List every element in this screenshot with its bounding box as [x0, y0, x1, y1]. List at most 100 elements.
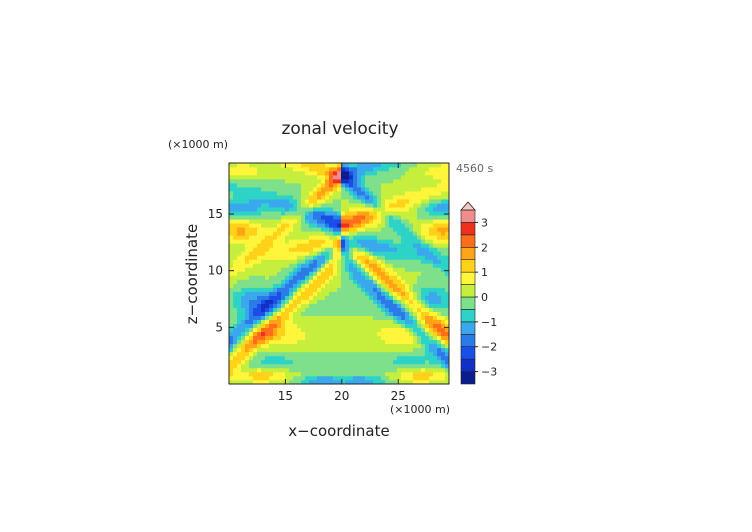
- heatmap-cell: [421, 163, 426, 168]
- heatmap-cell: [297, 271, 302, 276]
- heatmap-cell: [397, 343, 402, 349]
- heatmap-cell: [417, 363, 422, 369]
- heatmap-cell: [409, 327, 414, 333]
- heatmap-cell: [229, 195, 234, 200]
- heatmap-cell: [365, 379, 370, 385]
- heatmap-cell: [241, 287, 246, 292]
- heatmap-cell: [253, 343, 258, 349]
- heatmap-cell: [297, 323, 302, 329]
- heatmap-cell: [337, 279, 342, 284]
- heatmap-cell: [437, 207, 442, 212]
- heatmap-cell: [437, 291, 442, 296]
- heatmap-cell: [389, 315, 394, 321]
- heatmap-cell: [341, 347, 346, 353]
- heatmap-cell: [261, 311, 266, 316]
- heatmap-cell: [365, 207, 370, 212]
- x-tick-label: 15: [278, 389, 293, 403]
- heatmap-cell: [345, 175, 350, 180]
- heatmap-cell: [277, 219, 282, 224]
- heatmap-cell: [357, 171, 362, 176]
- heatmap-cell: [285, 215, 290, 220]
- heatmap-cell: [269, 203, 274, 208]
- heatmap-cell: [365, 215, 370, 220]
- heatmap-cell: [361, 295, 366, 300]
- heatmap-cell: [353, 175, 358, 180]
- heatmap-cell: [369, 175, 374, 180]
- heatmap-cell: [269, 263, 274, 268]
- heatmap-cell: [305, 331, 310, 337]
- heatmap-cell: [385, 275, 390, 280]
- heatmap-cell: [297, 311, 302, 316]
- heatmap-cell: [409, 291, 414, 296]
- heatmap-cell: [345, 299, 350, 304]
- heatmap-cell: [301, 315, 306, 321]
- heatmap-cell: [389, 235, 394, 240]
- heatmap-cell: [309, 255, 314, 260]
- heatmap-cell: [253, 171, 258, 176]
- heatmap-cell: [425, 271, 430, 276]
- heatmap-cell: [301, 327, 306, 333]
- heatmap-cell: [337, 327, 342, 333]
- heatmap-cell: [289, 347, 294, 353]
- heatmap-cell: [261, 239, 266, 244]
- heatmap-cell: [373, 251, 378, 256]
- heatmap-cell: [413, 271, 418, 276]
- heatmap-cell: [289, 295, 294, 300]
- heatmap-cell: [241, 367, 246, 373]
- heatmap-cell: [237, 171, 242, 176]
- heatmap-cell: [389, 359, 394, 365]
- heatmap-cell: [241, 303, 246, 308]
- heatmap-cell: [397, 339, 402, 345]
- heatmap-cell: [333, 271, 338, 276]
- colorbar-tick-label: 3: [481, 216, 488, 229]
- heatmap-cell: [421, 339, 426, 345]
- heatmap-cell: [233, 307, 238, 312]
- heatmap-cell: [341, 271, 346, 276]
- heatmap-cell: [233, 227, 238, 232]
- heatmap-cell: [341, 315, 346, 321]
- colorbar-extend-arrow: [460, 201, 476, 211]
- heatmap-cell: [393, 319, 398, 325]
- heatmap-cell: [229, 199, 234, 204]
- heatmap-cell: [313, 259, 318, 264]
- heatmap-cell: [421, 267, 426, 272]
- heatmap-cell: [425, 171, 430, 176]
- heatmap-cell: [333, 367, 338, 373]
- heatmap-cell: [441, 331, 446, 337]
- heatmap-cell: [309, 327, 314, 333]
- heatmap-cell: [425, 199, 430, 204]
- heatmap-cell: [301, 283, 306, 288]
- heatmap-cell: [397, 351, 402, 357]
- heatmap-cell: [241, 347, 246, 353]
- heatmap-cell: [289, 243, 294, 248]
- heatmap-cell: [405, 207, 410, 212]
- heatmap-cell: [277, 195, 282, 200]
- heatmap-cell: [277, 367, 282, 373]
- heatmap-cell: [281, 255, 286, 260]
- heatmap-cell: [385, 247, 390, 252]
- heatmap-cell: [433, 223, 438, 228]
- heatmap-cell: [273, 211, 278, 216]
- heatmap-cell: [297, 191, 302, 196]
- heatmap-cell: [317, 251, 322, 256]
- heatmap-cell: [285, 379, 290, 385]
- heatmap-cell: [333, 167, 338, 172]
- heatmap-cell: [261, 291, 266, 296]
- colorbar-tick-label: −1: [481, 316, 497, 329]
- heatmap-cell: [285, 375, 290, 381]
- heatmap-cell: [349, 227, 354, 232]
- heatmap-cell: [233, 295, 238, 300]
- heatmap-cell: [317, 179, 322, 184]
- heatmap-cell: [369, 183, 374, 188]
- heatmap-cell: [249, 211, 254, 216]
- heatmap-cell: [429, 371, 434, 377]
- heatmap-cell: [377, 335, 382, 341]
- heatmap-cell: [337, 371, 342, 377]
- heatmap-cell: [397, 331, 402, 337]
- heatmap-cell: [301, 267, 306, 272]
- heatmap-cell: [269, 199, 274, 204]
- heatmap-cell: [333, 255, 338, 260]
- heatmap-cell: [245, 215, 250, 220]
- heatmap-cell: [321, 303, 326, 308]
